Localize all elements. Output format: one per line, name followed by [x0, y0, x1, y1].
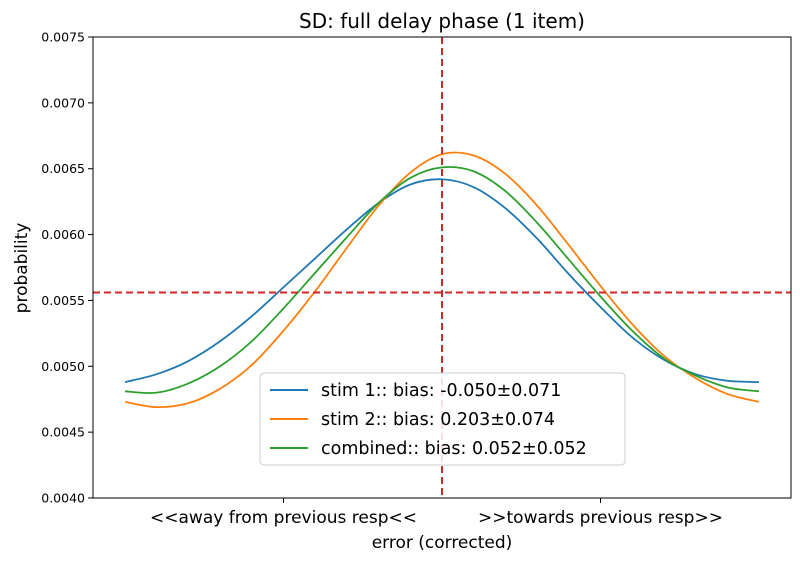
- x-tick-label: >>towards previous resp>>: [478, 508, 723, 528]
- y-tick-label: 0.0070: [41, 95, 85, 110]
- y-tick-label: 0.0045: [41, 425, 85, 440]
- y-tick-label: 0.0060: [41, 227, 85, 242]
- x-tick-label: <<away from previous resp<<: [150, 508, 417, 528]
- chart-title: SD: full delay phase (1 item): [299, 9, 585, 33]
- reference-lines: [93, 37, 791, 498]
- y-axis-ticks: 0.0040 0.0045 0.0050 0.0055 0.0060 0.0065 0.00…: [41, 30, 93, 506]
- legend-label-2: stim 2:: bias: 0.203±0.074: [321, 410, 555, 430]
- x-axis-ticks: <<away from previous resp<< >>towards pre…: [150, 498, 723, 528]
- series-line-2: [124, 151, 760, 409]
- y-tick-label: 0.0065: [41, 161, 85, 176]
- plot-frame: [92, 36, 792, 499]
- y-tick-label: 0.0055: [41, 293, 85, 308]
- legend-box: [259, 372, 626, 466]
- legend-label-3: combined:: bias: 0.052±0.052: [321, 439, 587, 459]
- y-tick-label: 0.0040: [41, 491, 85, 506]
- series-line-3: [124, 166, 760, 394]
- series-line-1: [124, 178, 760, 383]
- y-tick-label: 0.0050: [41, 359, 85, 374]
- x-axis-title: error (corrected): [372, 533, 513, 553]
- y-axis-title: probability: [12, 223, 32, 314]
- series-layer: [124, 151, 760, 409]
- legend-label-1: stim 1:: bias: -0.050±0.071: [321, 381, 561, 401]
- y-tick-label: 0.0075: [41, 30, 85, 45]
